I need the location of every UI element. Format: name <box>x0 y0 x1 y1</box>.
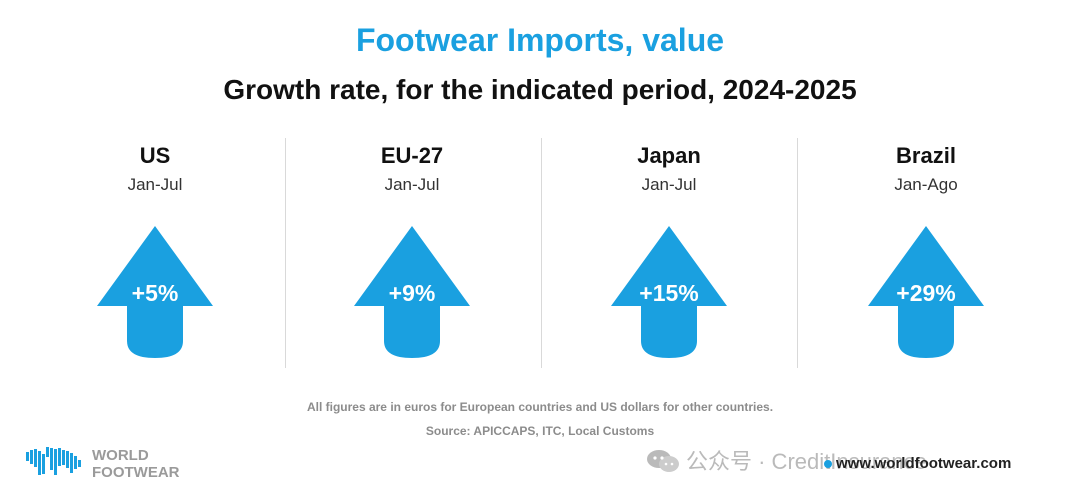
arrow-icon <box>97 226 213 358</box>
logo-line-world: WORLD <box>92 447 149 464</box>
website-link[interactable]: www.worldfootwear.com <box>824 455 1012 472</box>
country-panels: US Jan-Jul +5% EU-27 Jan-Jul +9% Japan J… <box>0 138 1080 368</box>
panel-divider <box>541 138 542 368</box>
chart-subtitle: Growth rate, for the indicated period, 2… <box>223 74 857 105</box>
growth-value: +5% <box>131 280 179 306</box>
logo-text: WORLD FOOTWEAR <box>92 447 180 481</box>
growth-arrow <box>95 226 215 361</box>
panel-japan: Japan Jan-Jul +15% <box>559 138 779 368</box>
world-map-icon <box>26 447 81 475</box>
growth-value: +15% <box>639 280 699 306</box>
bullet-icon <box>824 460 832 468</box>
world-footwear-logo: WORLD FOOTWEAR <box>24 444 204 486</box>
wechat-icon <box>647 450 679 472</box>
period-label: Jan-Jul <box>641 175 697 194</box>
period-label: Jan-Ago <box>894 175 958 194</box>
period-label: Jan-Jul <box>384 175 440 194</box>
arrow-icon <box>354 226 470 358</box>
panel-divider <box>285 138 286 368</box>
arrow-icon <box>611 226 727 358</box>
period-label: Jan-Jul <box>127 175 183 194</box>
growth-arrow <box>609 226 729 361</box>
growth-arrow <box>866 226 986 361</box>
panel-brazil: Brazil Jan-Ago +29% <box>816 138 1036 368</box>
arrow-icon <box>868 226 984 358</box>
currency-note: All figures are in euros for European co… <box>306 400 774 414</box>
country-label: EU-27 <box>380 143 444 168</box>
country-label: US <box>139 143 171 168</box>
wechat-watermark: 公众号 · CreditInsurance <box>646 444 927 476</box>
logo-line-footwear: FOOTWEAR <box>92 464 180 481</box>
watermark-text: 公众号 · CreditInsurance <box>686 449 927 474</box>
panel-divider <box>797 138 798 368</box>
source-note: Source: APICCAPS, ITC, Local Customs <box>425 424 655 438</box>
panel-eu27: EU-27 Jan-Jul +9% <box>302 138 522 368</box>
panel-us: US Jan-Jul +5% <box>45 138 265 368</box>
website-text: www.worldfootwear.com <box>836 455 1012 472</box>
growth-value: +29% <box>896 280 956 306</box>
country-label: Japan <box>637 143 701 168</box>
growth-value: +9% <box>388 280 436 306</box>
country-label: Brazil <box>896 143 956 168</box>
chart-title: Footwear Imports, value <box>355 22 725 58</box>
growth-arrow <box>352 226 472 361</box>
